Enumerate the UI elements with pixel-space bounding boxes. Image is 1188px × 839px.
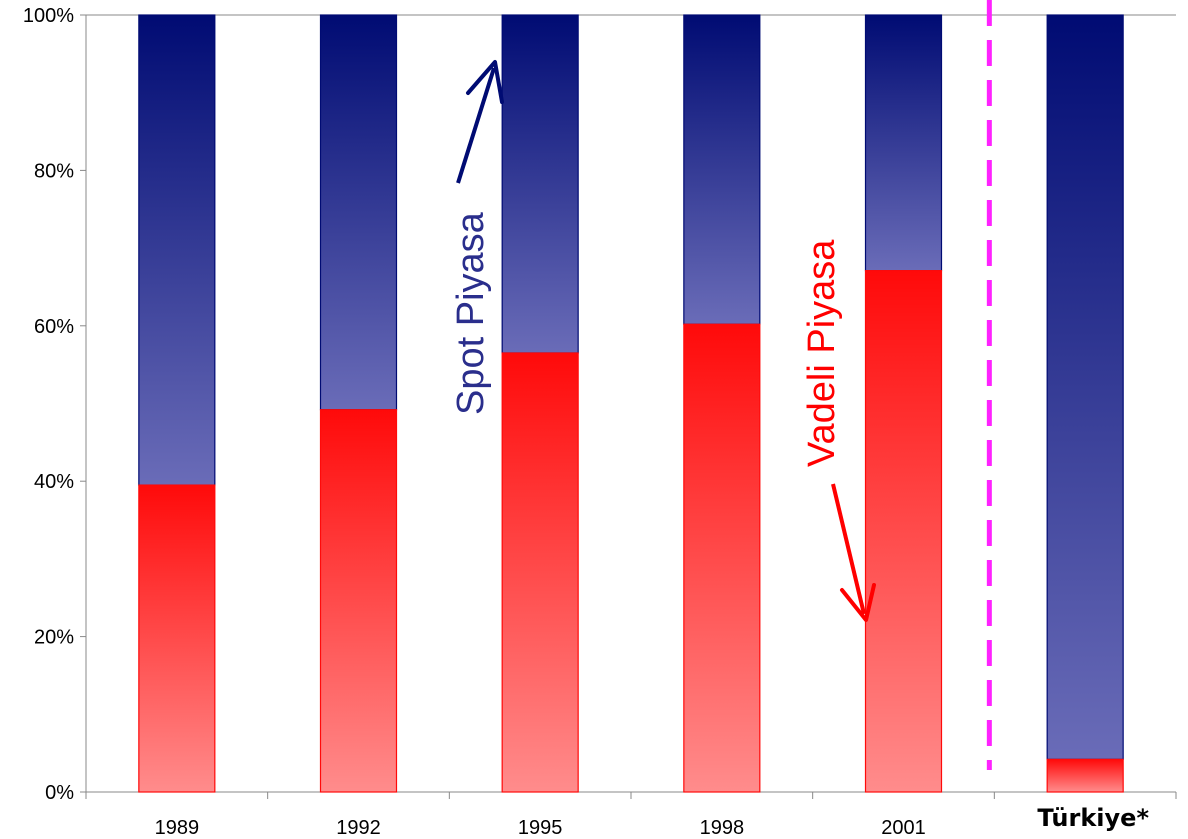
bar-vadeli-piyasa-3	[683, 323, 761, 793]
bar-vadeli-piyasa-4	[864, 270, 943, 793]
y-axis-tick-label: 40%	[34, 471, 74, 493]
annotation-vadeli-piyasa: Vadeli Piyasa	[801, 239, 843, 467]
bar-spot-piyasa-4	[864, 14, 943, 272]
y-axis-tick-label: 0%	[45, 782, 74, 804]
y-axis-tick-label: 80%	[34, 160, 74, 182]
bar-spot-piyasa-2	[501, 14, 579, 354]
bar-spot-piyasa-1	[319, 14, 398, 411]
y-axis-tick-label: 60%	[34, 316, 74, 338]
x-axis-category-label: 1989	[155, 817, 200, 839]
chart-annotations: Spot Piyasa Vadeli Piyasa	[450, 0, 992, 770]
x-axis-category-label: 2001	[881, 817, 926, 839]
chart-axes	[80, 14, 1177, 799]
bar-vadeli-piyasa-0	[138, 484, 216, 793]
spot-arrow-shaft	[456, 67, 496, 184]
bar-spot-piyasa-5	[1046, 14, 1124, 760]
y-axis-tick-labels: 0% 20% 40% 60% 80% 100%	[23, 5, 74, 804]
annotation-spot-piyasa: Spot Piyasa	[450, 211, 492, 415]
x-axis-category-labels: 1989 1992 1995 1998 2001 Türkiye*	[155, 804, 1150, 839]
spot-arrow-head	[466, 60, 504, 104]
chart-bars	[138, 14, 1124, 793]
y-axis-tick-label: 20%	[34, 627, 74, 649]
x-axis-category-label: Türkiye*	[1037, 804, 1149, 832]
bar-spot-piyasa-3	[683, 14, 761, 325]
x-axis-category-label: 1998	[700, 817, 745, 839]
bar-vadeli-piyasa-1	[319, 409, 398, 793]
vadeli-arrow-shaft	[831, 483, 866, 615]
vadeli-arrow-head	[840, 583, 876, 622]
x-axis-category-label: 1995	[518, 817, 563, 839]
x-axis-category-label: 1992	[336, 817, 381, 839]
bar-vadeli-piyasa-5	[1046, 758, 1124, 793]
y-axis-tick-label: 100%	[23, 5, 74, 27]
bar-vadeli-piyasa-2	[501, 352, 579, 793]
bar-spot-piyasa-0	[138, 14, 216, 486]
